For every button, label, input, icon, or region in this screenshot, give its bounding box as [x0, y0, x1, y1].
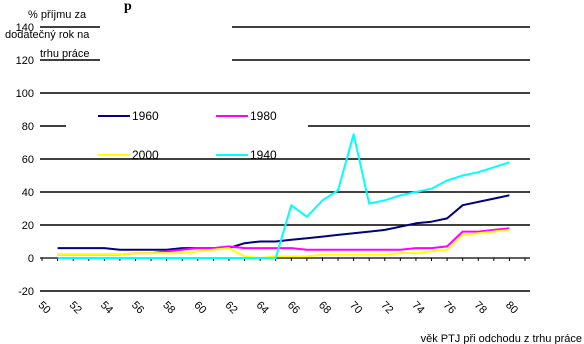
x-axis-label: věk PTJ při odchodu z trhu práce — [421, 333, 582, 344]
x-tick-label: 54 — [98, 299, 115, 316]
x-tick-label: 60 — [191, 299, 208, 316]
gridlines — [40, 26, 530, 292]
x-axis-tick-labels: 50 52 54 56 58 60 62 64 66 68 70 72 74 76 78 80 — [36, 299, 521, 316]
x-tick-label: 56 — [129, 299, 146, 316]
y-tick-label: 40 — [22, 187, 34, 199]
legend: 1960 1980 2000 1940 — [98, 109, 277, 162]
x-tick-label: 74 — [409, 299, 426, 316]
y-tick-label: 0 — [28, 253, 34, 265]
series-lines — [57, 133, 510, 259]
x-tick-label: 58 — [160, 299, 177, 316]
y-tick-label: 140 — [16, 22, 34, 34]
y-tick-label: -20 — [18, 286, 34, 298]
x-tick-label: 50 — [36, 299, 53, 316]
x-tick-label: 70 — [347, 299, 364, 316]
x-tick-label: 78 — [472, 299, 489, 316]
y-tick-label: 20 — [22, 220, 34, 232]
legend-label-1940: 1940 — [250, 148, 277, 162]
series-line-1940 — [57, 133, 510, 259]
x-tick-label: 72 — [378, 299, 395, 316]
x-tick-label: 66 — [285, 299, 302, 316]
x-tick-label: 52 — [67, 299, 84, 316]
legend-label-1960: 1960 — [132, 109, 159, 123]
y-tick-label: 80 — [22, 121, 34, 133]
series-line-1960 — [57, 194, 510, 251]
y-tick-label: 120 — [16, 55, 34, 67]
x-tick-label: 64 — [254, 299, 271, 316]
series-line-2000 — [57, 228, 510, 259]
y-axis-label: % příjmu za dodatečný rok na trhu práce — [5, 9, 90, 60]
x-tick-label: 62 — [223, 299, 240, 316]
header-fragment: p — [124, 0, 132, 14]
y-axis-tick-labels: -20 0 20 40 60 80 100 120 140 — [16, 22, 34, 298]
y-tick-label: 100 — [16, 88, 34, 100]
y-tick-label: 60 — [22, 154, 34, 166]
legend-label-1980: 1980 — [250, 109, 277, 123]
x-tick-label: 68 — [316, 299, 333, 316]
legend-label-2000: 2000 — [132, 148, 159, 162]
x-tick-label: 80 — [503, 299, 520, 316]
x-tick-label: 76 — [441, 299, 458, 316]
